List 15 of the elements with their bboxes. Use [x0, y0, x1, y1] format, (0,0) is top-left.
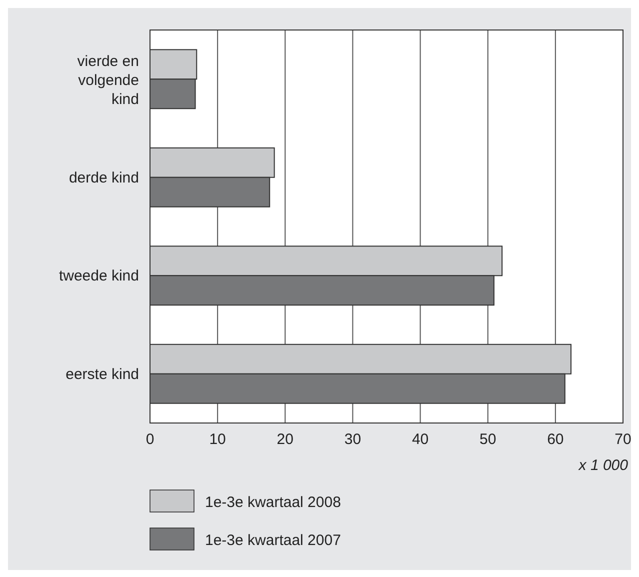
x-tick-label: 40 [412, 431, 429, 448]
x-axis-title: x 1 000 [578, 457, 629, 474]
legend-label: 1e-3e kwartaal 2007 [205, 532, 341, 549]
x-tick-label: 10 [209, 431, 226, 448]
x-tick-label: 70 [614, 431, 632, 448]
x-tick-label: 50 [480, 431, 496, 448]
x-tick-label: 0 [146, 431, 154, 448]
y-tick-label: vierde en volgende kind [77, 53, 139, 108]
y-tick-label: tweede kind [58, 268, 139, 285]
y-tick-label: derde kind [68, 169, 139, 186]
x-tick-label: 20 [276, 431, 294, 448]
legend-label: 1e-3e kwartaal 2008 [205, 494, 341, 511]
y-tick-label: eerste kind [66, 366, 139, 383]
x-tick-label: 30 [344, 431, 362, 448]
x-tick-label: 60 [547, 431, 564, 448]
